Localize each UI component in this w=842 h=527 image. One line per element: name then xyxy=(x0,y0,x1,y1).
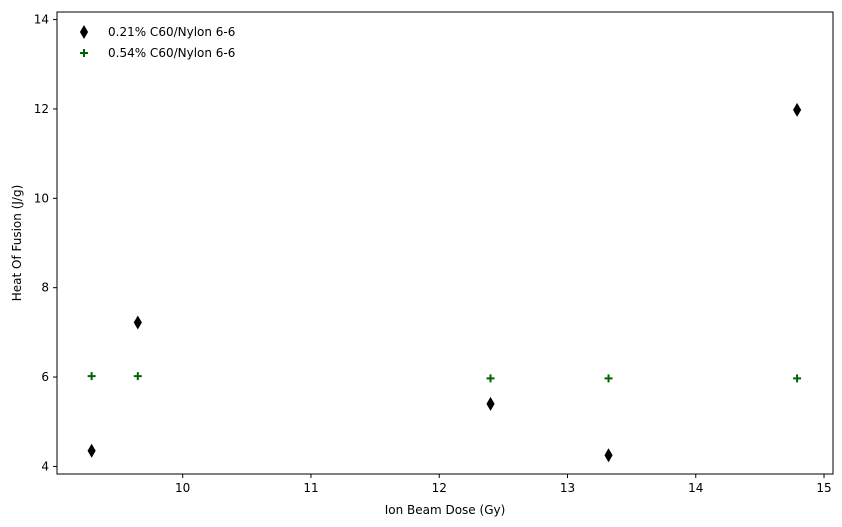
legend-marker xyxy=(80,49,88,57)
x-tick-label: 10 xyxy=(175,481,190,495)
data-point xyxy=(604,374,613,383)
y-tick-label: 10 xyxy=(34,191,49,205)
data-point xyxy=(486,396,495,411)
y-tick-label: 14 xyxy=(34,13,49,27)
data-point xyxy=(87,443,96,458)
data-point xyxy=(87,372,96,381)
legend-label: 0.21% C60/Nylon 6-6 xyxy=(108,25,235,39)
y-axis-label: Heat Of Fusion (J/g) xyxy=(10,185,24,302)
y-tick-label: 12 xyxy=(34,102,49,116)
data-points xyxy=(87,102,802,463)
legend: 0.21% C60/Nylon 6-6 0.54% C60/Nylon 6-6 xyxy=(79,25,235,60)
x-axis-label: Ion Beam Dose (Gy) xyxy=(385,503,506,517)
legend-marker xyxy=(79,25,89,39)
plot-area xyxy=(56,11,834,475)
x-tick-label: 15 xyxy=(816,481,831,495)
x-axis: 10 11 12 13 14 15 xyxy=(175,474,832,495)
y-tick-label: 8 xyxy=(41,281,49,295)
data-point xyxy=(133,372,142,381)
data-point xyxy=(604,448,613,463)
data-point xyxy=(793,374,802,383)
y-tick-label: 6 xyxy=(41,370,49,384)
y-axis: 4 6 8 10 12 14 xyxy=(34,13,57,473)
data-point xyxy=(793,102,802,117)
y-tick-label: 4 xyxy=(41,459,49,473)
x-tick-label: 11 xyxy=(303,481,318,495)
x-tick-label: 14 xyxy=(688,481,703,495)
legend-label: 0.54% C60/Nylon 6-6 xyxy=(108,46,235,60)
x-tick-label: 13 xyxy=(560,481,575,495)
data-point xyxy=(133,315,142,330)
x-tick-label: 12 xyxy=(432,481,447,495)
data-point xyxy=(486,374,495,383)
